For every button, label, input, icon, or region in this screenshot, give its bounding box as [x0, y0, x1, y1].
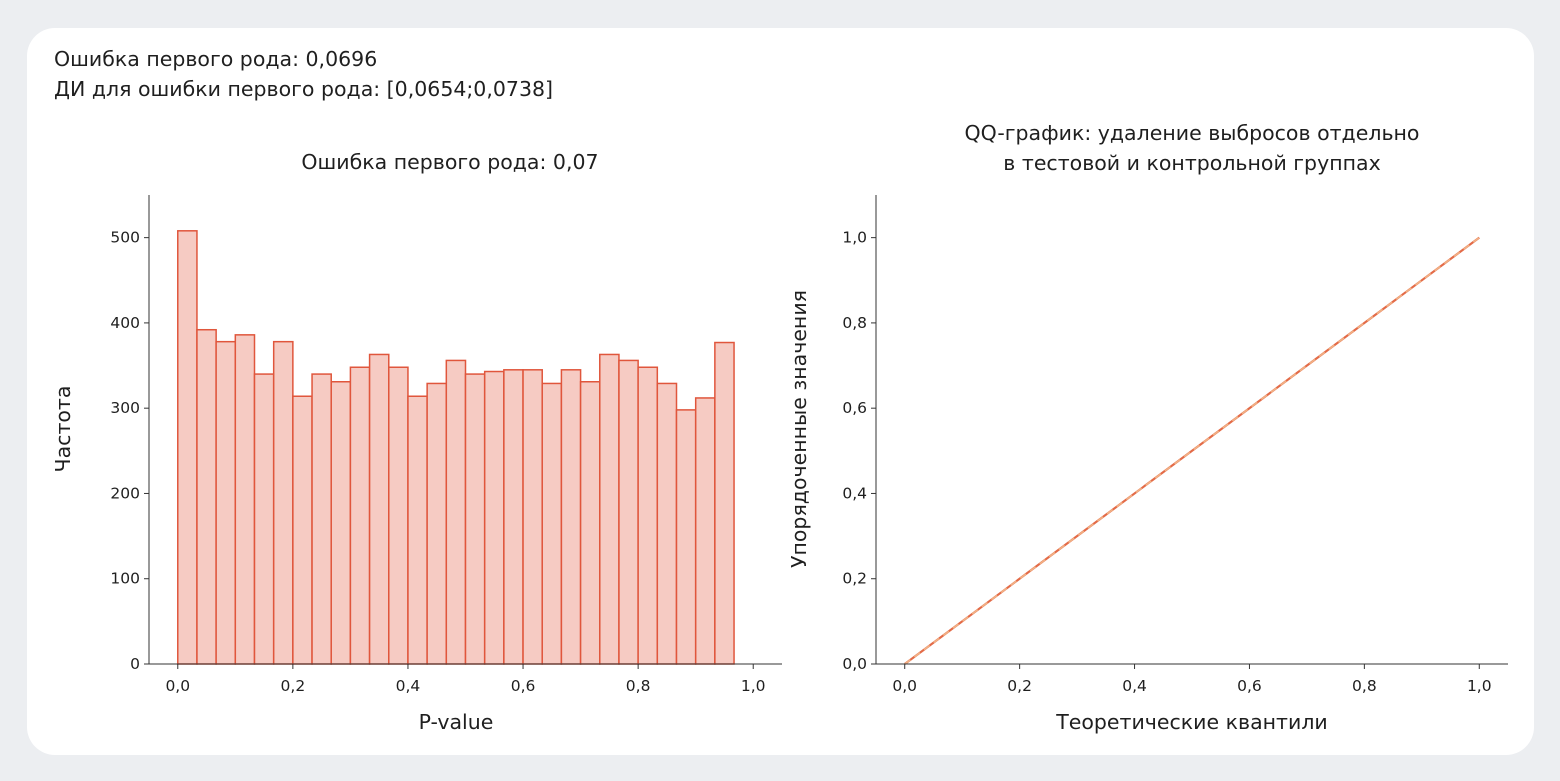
histogram-bar	[599, 353, 620, 665]
histogram-bar	[292, 395, 313, 665]
qq-x-tick-label: 1,0	[1467, 677, 1492, 695]
histogram-y-tick-label: 100	[110, 570, 140, 588]
qq-sample-line	[904, 236, 1480, 665]
histogram-bar	[483, 370, 505, 665]
histogram-bar	[234, 334, 256, 665]
histogram-x-tick-label: 0,0	[165, 677, 190, 695]
histogram-bars	[177, 230, 735, 665]
qq-y-tick-label: 0,6	[842, 399, 867, 417]
qq-x-ticks: 0,0 0,2 0,4 0,6 0,8 1,0	[892, 664, 1492, 695]
summary-header: Ошибка первого рода: 0,0696 ДИ для ошибк…	[54, 44, 553, 104]
histogram-bar	[694, 397, 716, 665]
histogram-bar	[637, 366, 659, 665]
histogram-bar	[503, 369, 524, 665]
histogram-bar	[330, 380, 352, 665]
qq-y-tick-label: 0,0	[842, 655, 867, 673]
histogram-bar	[445, 359, 467, 665]
histogram-x-tick-label: 0,6	[511, 677, 536, 695]
histogram-bar	[407, 395, 428, 665]
qq-x-tick-label: 0,6	[1237, 677, 1262, 695]
histogram-y-tick-label: 200	[110, 484, 140, 502]
qq-y-tick-label: 0,4	[842, 484, 867, 502]
histogram-bar	[272, 340, 294, 665]
qq-x-tick-label: 0,2	[1007, 677, 1032, 695]
histogram-y-label: Частота	[51, 386, 75, 473]
histogram-bar	[349, 366, 371, 665]
histogram-x-ticks: 0,0 0,2 0,4 0,6 0,8 1,0	[165, 664, 766, 695]
histogram-y-tick-label: 400	[110, 314, 140, 332]
histogram-bar	[618, 359, 639, 665]
qq-y-label: Упорядоченные значения	[787, 290, 811, 568]
qq-title-line-1: QQ-график: удаление выбросов отдельно	[965, 121, 1420, 145]
histogram-bar	[426, 382, 448, 665]
qq-title-line-2: в тестовой и контрольной группах	[1003, 151, 1380, 175]
histogram-bar	[522, 369, 543, 665]
qq-x-tick-label: 0,4	[1122, 677, 1147, 695]
histogram-bar	[656, 382, 678, 665]
histogram-bar	[560, 369, 582, 665]
qq-y-tick-label: 1,0	[842, 229, 867, 247]
histogram-y-tick-label: 500	[110, 229, 140, 247]
histogram-x-tick-label: 0,2	[281, 677, 306, 695]
type-one-error-text: Ошибка первого рода: 0,0696	[54, 47, 378, 71]
qq-y-tick-label: 0,8	[842, 314, 867, 332]
qq-x-label: Теоретические квантили	[1055, 710, 1328, 734]
histogram-bar	[196, 328, 217, 665]
histogram-bar	[464, 373, 486, 665]
histogram-bar	[311, 373, 332, 665]
histogram-bar	[253, 373, 275, 665]
histogram-y-tick-label: 300	[110, 399, 140, 417]
qq-chart: QQ-график: удаление выбросов отдельно в …	[787, 121, 1508, 734]
histogram-x-tick-label: 0,4	[396, 677, 421, 695]
qq-y-ticks: 0,0 0,2 0,4 0,6 0,8 1,0	[842, 229, 876, 673]
histogram-y-tick-label: 0	[130, 655, 140, 673]
histogram-bar	[177, 230, 198, 665]
histogram-bar	[388, 366, 409, 665]
histogram-chart: Ошибка первого рода: 0,07 0,0 0,2 0,4 0,6 0,…	[51, 150, 782, 734]
qq-x-tick-label: 0,0	[892, 677, 917, 695]
histogram-bar	[215, 340, 237, 665]
histogram-bar	[675, 409, 697, 665]
histogram-bar	[579, 380, 601, 665]
confidence-interval-text: ДИ для ошибки первого рода: [0,0654;0,07…	[54, 77, 554, 101]
histogram-bar	[541, 382, 563, 665]
histogram-x-tick-label: 0,8	[626, 677, 651, 695]
qq-x-tick-label: 0,8	[1352, 677, 1377, 695]
qq-series	[904, 236, 1480, 665]
histogram-title: Ошибка первого рода: 0,07	[301, 150, 598, 174]
histogram-bar	[368, 353, 390, 665]
histogram-y-ticks: 0 100 200 300 400 500	[110, 229, 149, 673]
histogram-x-tick-label: 1,0	[741, 677, 766, 695]
histogram-bar	[714, 341, 735, 665]
qq-y-tick-label: 0,2	[842, 570, 867, 588]
histogram-x-label: P-value	[419, 710, 494, 734]
